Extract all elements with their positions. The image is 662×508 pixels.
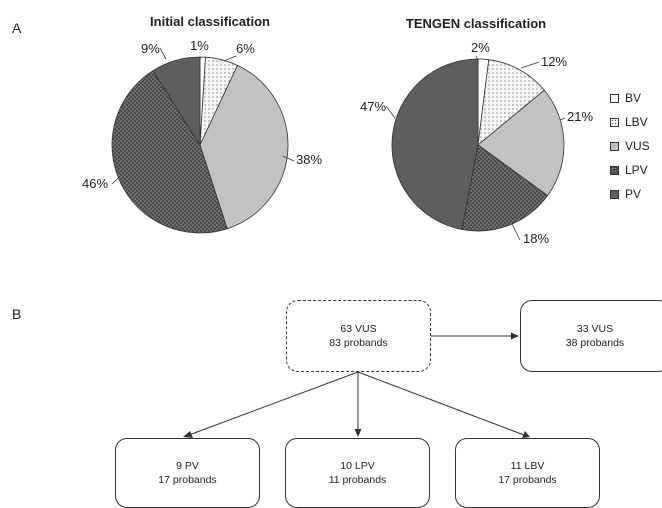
pie1-leader-lbv — [520, 61, 540, 69]
pie0-leader-lbv — [225, 55, 237, 61]
flow-box-remain-line1: 33 VUS — [576, 323, 614, 335]
pie1-leader-vus — [559, 117, 566, 121]
pie0-label-lpv: 46% — [82, 176, 108, 191]
pie0-leader-lpv — [111, 177, 119, 185]
pie1-slice-lpv — [461, 144, 549, 232]
flow-box-remain: 33 VUS 38 probands — [520, 300, 662, 372]
pie0-label-bv: 1% — [190, 38, 209, 53]
flow-box-remain-line2: 38 probands — [565, 337, 625, 349]
pie1-slice-lbv — [477, 59, 545, 146]
pie-initial-classification: 1% 6% 38% 46% 9% — [82, 38, 322, 234]
flow-box-source-line2: 83 probands — [329, 337, 388, 349]
flow-box-lbv: 11 LBV 17 probands — [455, 438, 600, 508]
flow-box-source-line1: 63 VUS — [340, 323, 377, 335]
legend-item-lbv: LBV — [610, 110, 650, 134]
swatch-bv-icon — [610, 93, 619, 103]
flow-box-pv: 9 PV 17 probands — [115, 438, 260, 508]
pie0-slice-vus — [199, 64, 289, 230]
legend-item-pv: PV — [610, 182, 650, 206]
legend-label-vus: VUS — [625, 139, 650, 153]
pie0-label-pv: 9% — [141, 41, 160, 56]
swatch-lpv-icon — [610, 165, 619, 175]
pie1-leader-pv — [385, 105, 396, 119]
pie1-leader-lpv — [511, 223, 521, 241]
pie1-leader-bv — [475, 55, 479, 61]
chart-title-initial: Initial classification — [150, 14, 270, 29]
pie1-label-bv: 2% — [471, 40, 490, 55]
legend-item-bv: BV — [610, 86, 650, 110]
flow-box-lpv-line1: 10 LPV — [340, 460, 375, 472]
legend-label-lpv: LPV — [625, 163, 648, 177]
pie0-slice-lpv — [111, 70, 228, 234]
pie1-label-vus: 21% — [567, 109, 593, 124]
pie1-slice-pv — [391, 58, 479, 230]
pie0-leader-pv — [159, 47, 167, 60]
flow-box-lbv-line2: 17 probands — [498, 474, 557, 486]
legend-item-lpv: LPV — [610, 158, 650, 182]
legend: BV LBV VUS LPV PV — [610, 86, 650, 206]
pie1-label-lbv: 12% — [541, 54, 567, 69]
legend-item-vus: VUS — [610, 134, 650, 158]
pie0-label-lbv: 6% — [236, 41, 255, 56]
legend-label-bv: BV — [625, 91, 642, 105]
flow-box-lpv-line2: 11 probands — [328, 474, 387, 486]
flow-arrows — [183, 332, 530, 438]
legend-label-pv: PV — [625, 187, 642, 201]
pie1-label-pv: 47% — [360, 99, 386, 114]
flow-box-source: 63 VUS 83 probands — [286, 300, 431, 372]
panel-b-label: B — [12, 306, 22, 322]
pie1-label-lpv: 18% — [523, 231, 549, 246]
chart-title-tengen: TENGEN classification — [405, 16, 547, 31]
flow-box-lpv: 10 LPV 11 probands — [285, 438, 430, 508]
pie-tengen-classification: 2% 12% 21% 18% 47% — [360, 40, 593, 246]
flow-box-lbv-line1: 11 LBV — [510, 460, 545, 472]
panel-a-label: A — [12, 20, 22, 36]
swatch-vus-icon — [610, 141, 619, 151]
pie1-slice-vus — [477, 89, 565, 197]
legend-label-lbv: LBV — [625, 115, 648, 129]
pie0-label-vus: 38% — [296, 152, 322, 167]
flow-box-pv-line1: 9 PV — [176, 460, 199, 472]
pie0-slice-pv — [152, 56, 201, 147]
pie0-leader-vus — [282, 155, 295, 162]
swatch-pv-icon — [610, 189, 619, 199]
swatch-lbv-icon — [610, 117, 619, 127]
flow-box-pv-line2: 17 probands — [158, 474, 217, 486]
